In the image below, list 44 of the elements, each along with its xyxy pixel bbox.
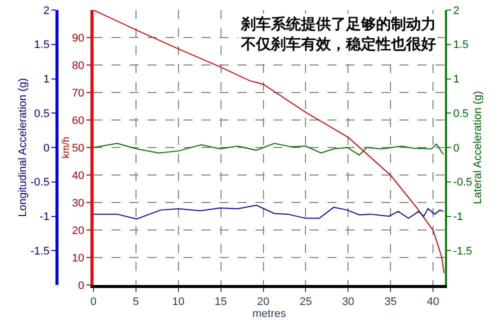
y3-axis-title: km/h	[60, 136, 72, 158]
y3-tick-label: 60	[72, 114, 84, 127]
line-series	[93, 10, 445, 274]
y2-axis-title: Lateral Acceleration (g)	[472, 90, 484, 204]
x-tick-label: 30	[342, 296, 354, 308]
y2-tick-label: -1	[453, 211, 463, 224]
y2-tick-label: -0.5	[453, 176, 472, 189]
y-tick-label: 0.5	[34, 108, 50, 120]
y2-tick-label: 1.5	[453, 39, 468, 52]
y-tick-label: -0.5	[30, 176, 50, 189]
y3-tick-label: 20	[72, 224, 84, 237]
y3-tick-label: 0	[78, 280, 84, 292]
annotation: 不仅刹车有效，稳定性也很好	[240, 35, 436, 53]
x-tick-label: 15	[214, 296, 227, 308]
x-axis-title: metres	[252, 308, 287, 320]
y3-tick-label: 50	[72, 142, 84, 154]
y-tick-label: 0	[43, 142, 50, 154]
line-series	[93, 142, 444, 156]
y-tick-label: -1.5	[30, 245, 50, 258]
y-tick-label: 1.5	[34, 39, 50, 52]
x-tick-label: 0	[90, 296, 96, 308]
line-series	[93, 204, 444, 220]
y2-tick-label: 2	[453, 4, 460, 17]
x-tick-label: 20	[257, 296, 270, 308]
y2-tick-label: 0	[453, 142, 460, 154]
y-tick-label: -1	[40, 211, 50, 224]
annotation: 刹车系统提供了足够的制动力	[240, 15, 436, 33]
y2-tick-label: 0.5	[453, 108, 468, 120]
y3-tick-label: 80	[72, 60, 84, 72]
x-tick-label: 35	[384, 296, 397, 308]
x-tick-label: 5	[132, 296, 139, 308]
y3-tick-label: 30	[72, 197, 84, 210]
y3-tick-label: 10	[72, 252, 84, 264]
x-tick-label: 10	[172, 296, 184, 308]
y2-tick-label: 1	[453, 74, 460, 86]
y-tick-label: 1	[43, 74, 50, 86]
x-tick-label: 40	[426, 296, 440, 308]
y-axis-title: Longitudinal Acceleration (g)	[17, 78, 30, 217]
y3-tick-label: 40	[72, 170, 84, 182]
y3-tick-label: 90	[72, 32, 84, 44]
y-tick-label: 2	[43, 4, 50, 17]
y3-tick-label: 70	[72, 87, 84, 100]
x-tick-label: 25	[300, 296, 312, 308]
y2-tick-label: -1.5	[453, 245, 472, 258]
